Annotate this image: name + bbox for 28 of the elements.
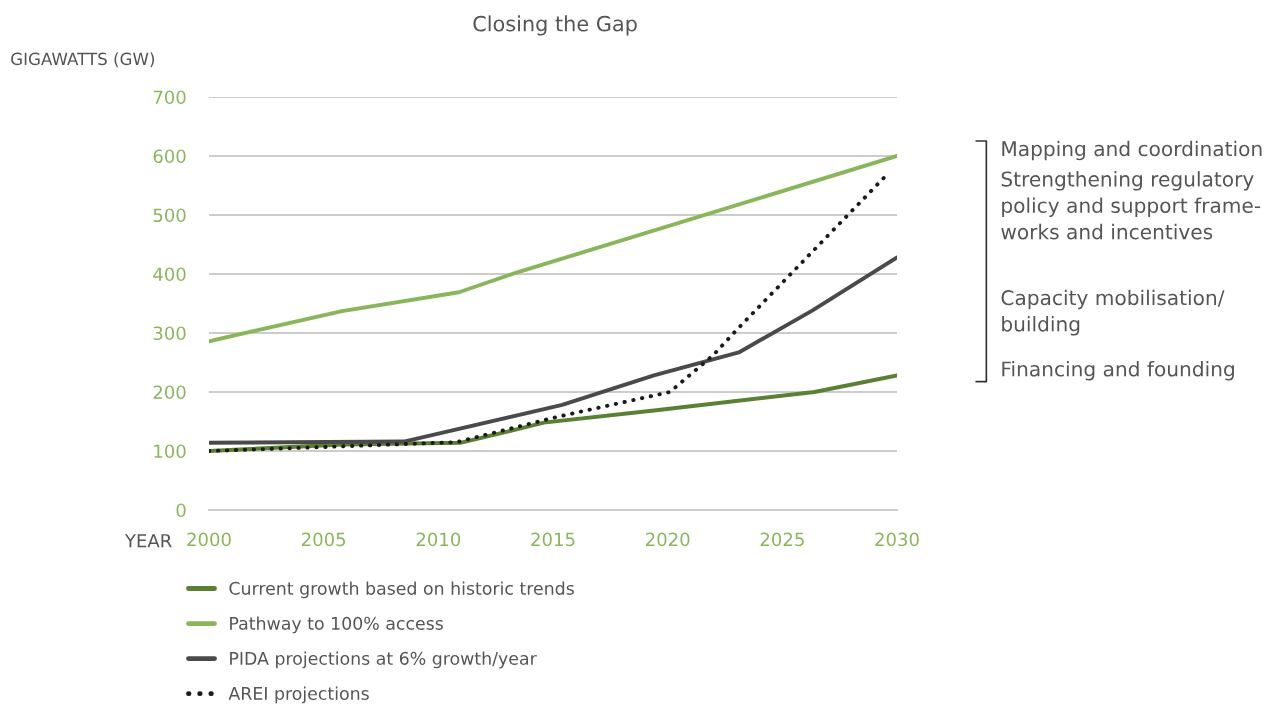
y-tick-label: 700 bbox=[153, 90, 186, 105]
x-tick-label: 2020 bbox=[646, 532, 690, 547]
text: Financing and founding bbox=[1002, 361, 1234, 381]
chart-title: Closing the Gap bbox=[473, 15, 637, 36]
y-tick-label: 400 bbox=[153, 267, 186, 282]
x-tick-label: 2025 bbox=[760, 532, 804, 547]
line-series bbox=[209, 154, 898, 344]
legend-label: PIDA projections at 6% growth/year bbox=[230, 651, 537, 669]
y-tick-label: 500 bbox=[153, 208, 186, 223]
x-tick-label: 2015 bbox=[531, 532, 575, 547]
y-tick-label: 200 bbox=[153, 385, 186, 400]
x-tick-label: 2005 bbox=[302, 532, 346, 547]
x-tick-label: 2010 bbox=[416, 532, 461, 547]
y-tick-label: 0 bbox=[176, 503, 186, 518]
y-axis-title: GIGAWATTS (GW) bbox=[11, 52, 155, 68]
text: Mapping and coordination bbox=[1002, 140, 1262, 161]
y-tick-label: 600 bbox=[153, 149, 186, 164]
line-series bbox=[209, 255, 898, 445]
legend-label: Pathway to 100% access bbox=[230, 616, 443, 634]
text: Capacity mobilisation/ building bbox=[1001, 289, 1225, 336]
x-tick-label: 2000 bbox=[187, 532, 231, 547]
x-axis-title: YEAR bbox=[124, 534, 172, 548]
text: Strengthening regulatory policy and support frame- works and incentives bbox=[1001, 171, 1261, 240]
y-tick-label: 100 bbox=[154, 444, 186, 459]
x-tick-label: 2030 bbox=[875, 532, 919, 547]
legend-label: AREI projections bbox=[228, 686, 369, 704]
y-tick-label: 300 bbox=[153, 326, 186, 341]
legend-label: Current growth based on historic trends bbox=[229, 581, 574, 599]
